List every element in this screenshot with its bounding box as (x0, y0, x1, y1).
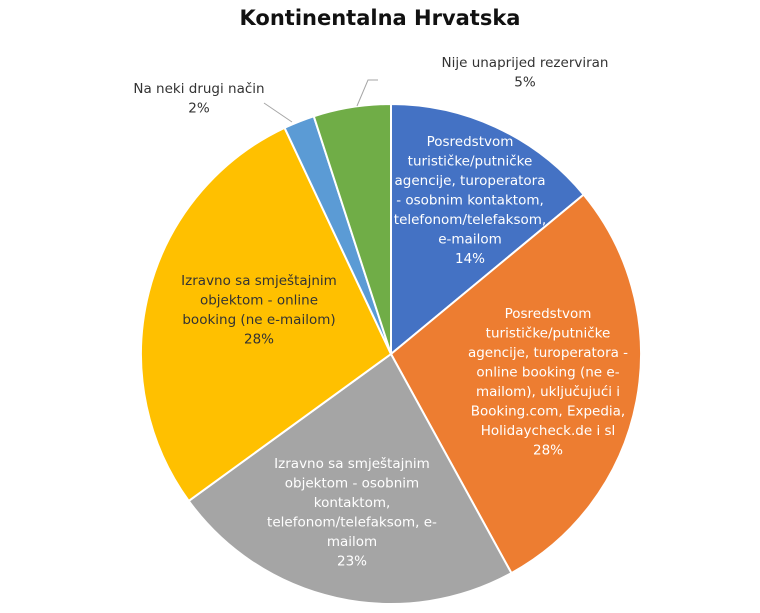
slice-label-line: Izravno sa smještajnim (274, 456, 430, 472)
pie-slice-2 (187, 352, 513, 605)
pie-slice-3 (140, 126, 393, 503)
pie-slice-1 (389, 193, 642, 575)
slice-label-line: objektom - online (200, 293, 318, 309)
slice-label-line: e-mailom (438, 232, 502, 248)
slice-label-3: Izravno sa smještajnim objektom - online b… (181, 273, 337, 348)
slice-label-line: Nije unaprijed rezerviran (442, 55, 609, 71)
slice-label-1: Posredstvom turističke/putničke agencije, … (468, 306, 628, 459)
slice-label-line: Posredstvom (505, 306, 592, 322)
slice-value-label-4: 2% (188, 101, 210, 117)
slice-value-label-3: 28% (244, 332, 274, 348)
slice-label-line: Posredstvom (427, 134, 514, 150)
slice-label-line: - osobnim kontaktom, (396, 193, 544, 209)
slice-label-line: Izravno sa smještajnim (181, 273, 337, 289)
slice-value-label-1: 28% (533, 443, 563, 459)
slice-label-line: kontaktom, (314, 495, 391, 511)
slice-label-line: mailom (327, 534, 377, 550)
chart-title: Kontinentalna Hrvatska (239, 6, 521, 30)
slice-label-line: agencije, turoperatora - (468, 345, 628, 361)
slice-label-5: Nije unaprijed rezerviran 5% (442, 55, 609, 91)
slice-value-label-0: 14% (455, 251, 485, 267)
slice-label-line: turističke/putničke (486, 326, 611, 342)
slice-label-4: Na neki drugi način 2% (133, 81, 264, 117)
slice-label-line: Na neki drugi način (133, 81, 264, 97)
slice-label-line: mailom), uključujući i (476, 384, 620, 400)
leader-line-5 (356, 79, 378, 107)
slice-label-line: Holidaycheck.de i sl (481, 423, 616, 439)
slice-label-line: booking (ne e-mailom) (182, 312, 335, 328)
slice-label-0: Posredstvom turističke/putničke agencije, … (394, 134, 546, 267)
slice-label-line: objektom - osobnim (285, 476, 419, 492)
pie-slice-0 (390, 102, 586, 357)
leader-line-4 (263, 102, 293, 123)
slice-value-label-2: 23% (337, 554, 367, 570)
slice-label-line: online booking (ne e- (476, 365, 619, 381)
slice-label-line: telefonom/telefaksom, (394, 212, 546, 228)
slice-label-line: Booking.com, Expedia, (471, 404, 625, 420)
slice-label-line: turističke/putničke (408, 154, 533, 170)
pie-slice-5 (312, 102, 392, 355)
slice-label-2: Izravno sa smještajnim objektom - osobnim… (267, 456, 437, 570)
slice-value-label-5: 5% (514, 75, 536, 91)
slice-label-line: telefonom/telefaksom, e- (267, 515, 437, 531)
slice-label-line: agencije, turoperatora (395, 173, 546, 189)
